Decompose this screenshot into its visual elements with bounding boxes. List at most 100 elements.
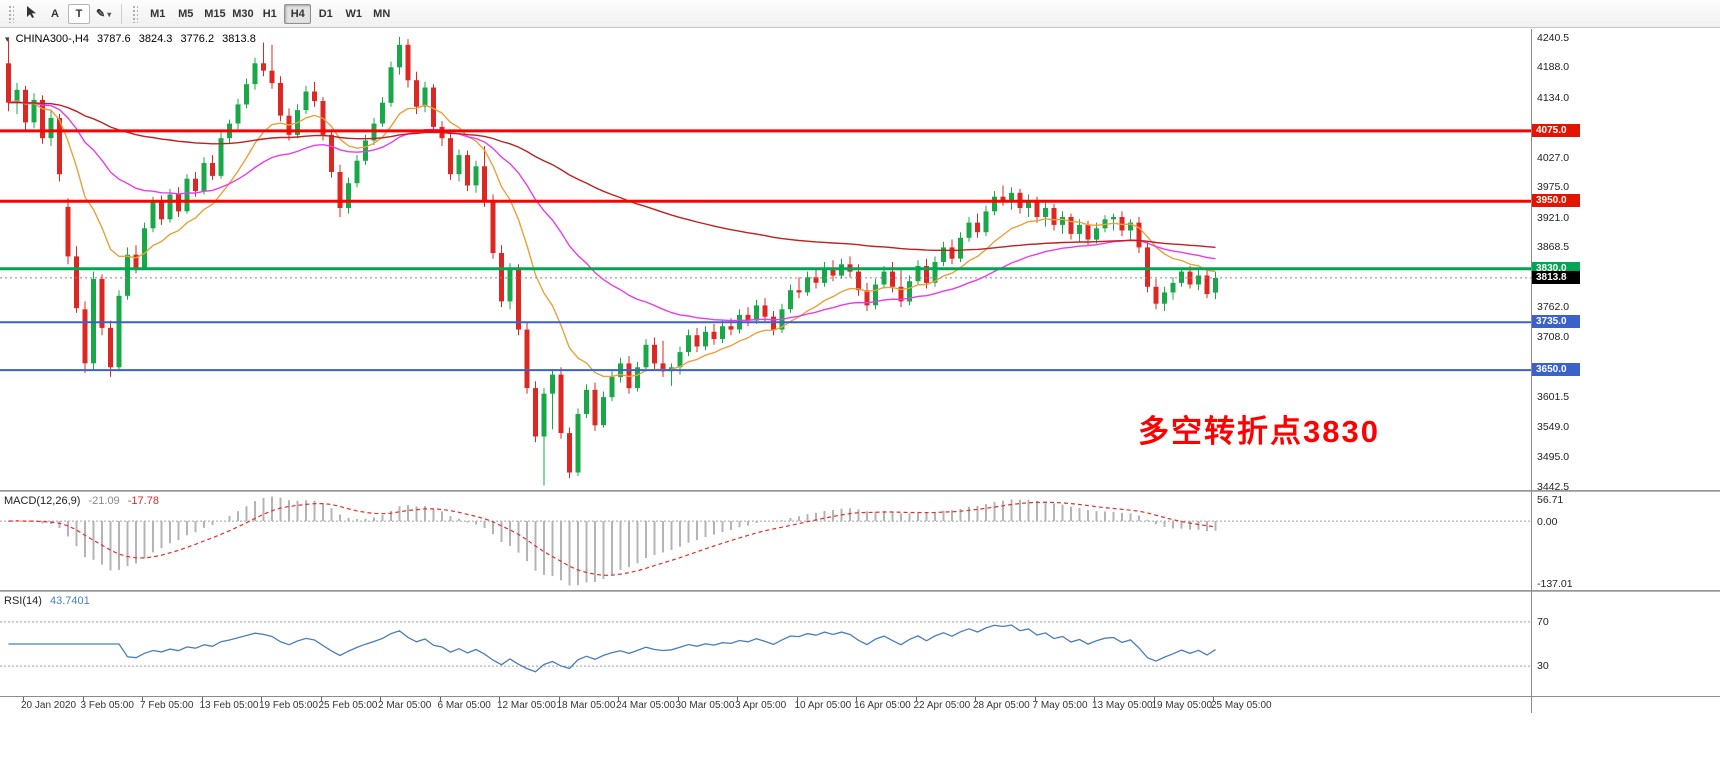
time-axis-tick bbox=[915, 697, 917, 701]
quote-close: 3813.8 bbox=[222, 33, 256, 45]
time-axis-tick bbox=[23, 697, 24, 701]
price-axis-label: 3975.0 bbox=[1537, 181, 1570, 194]
timeframe-mn[interactable]: MN bbox=[368, 4, 395, 24]
text-box-button[interactable]: T bbox=[68, 3, 90, 24]
rsi-label: RSI(14) 43.7401 bbox=[4, 595, 90, 607]
macd-axis-label: 0.00 bbox=[1537, 516, 1558, 529]
rsi-pane[interactable] bbox=[0, 592, 1720, 696]
macd-axis-label: -137.01 bbox=[1537, 578, 1573, 590]
symbol-name: CHINA300-,H4 bbox=[15, 33, 89, 45]
rsi-value: 43.7401 bbox=[49, 595, 90, 607]
time-axis-tick bbox=[1213, 697, 1214, 701]
macd-name: MACD(12,26,9) bbox=[4, 495, 81, 507]
timeframe-m30[interactable]: M30 bbox=[228, 4, 255, 24]
time-axis-label: 7 May 05:00 bbox=[1032, 700, 1088, 711]
macd-value-main: -21.09 bbox=[88, 495, 120, 507]
timeframe-m15[interactable]: M15 bbox=[200, 4, 227, 24]
toolbar-grip-2[interactable] bbox=[132, 4, 139, 23]
toolbar-grip[interactable] bbox=[8, 4, 14, 23]
timeframe-m5[interactable]: M5 bbox=[172, 4, 199, 24]
timeframe-h1[interactable]: H1 bbox=[256, 4, 283, 24]
time-axis-label: 12 Mar 05:00 bbox=[497, 700, 556, 711]
time-axis-label: 10 Apr 05:00 bbox=[794, 700, 852, 711]
timeframe-h4[interactable]: H4 bbox=[284, 3, 312, 24]
price-axis-label: 3549.0 bbox=[1537, 420, 1570, 433]
caret-down-icon: ▾ bbox=[107, 9, 112, 19]
time-axis-label: 13 May 05:00 bbox=[1092, 700, 1153, 711]
time-axis-label: 19 May 05:00 bbox=[1151, 700, 1213, 711]
time-axis-tick bbox=[1034, 697, 1036, 701]
rsi-axis-label: 70 bbox=[1537, 615, 1549, 628]
macd-axis-label: 56.71 bbox=[1537, 494, 1564, 506]
time-axis-tick bbox=[439, 697, 441, 701]
price-axis-label: 4027.0 bbox=[1537, 151, 1570, 164]
time-axis-line bbox=[0, 696, 1720, 697]
price-axis-label: 3762.0 bbox=[1537, 301, 1570, 314]
time-axis-label: 3 Apr 05:00 bbox=[735, 700, 787, 711]
macd-canvas[interactable] bbox=[0, 492, 1720, 590]
time-axis-label: 19 Feb 05:00 bbox=[259, 700, 318, 711]
timeframe-m1[interactable]: M1 bbox=[144, 4, 171, 24]
price-badge: 3813.8 bbox=[1532, 270, 1580, 284]
time-axis-label: 7 Feb 05:00 bbox=[140, 700, 194, 711]
time-axis-tick bbox=[677, 697, 679, 701]
macd-pane[interactable] bbox=[0, 492, 1720, 590]
time-axis-tick bbox=[142, 697, 143, 701]
price-axis-label: 3708.0 bbox=[1537, 331, 1570, 344]
price-axis-label: 3495.0 bbox=[1537, 451, 1570, 464]
time-axis-tick bbox=[975, 697, 976, 701]
pane-splitter[interactable] bbox=[0, 490, 1720, 492]
macd-value-signal: -17.78 bbox=[127, 495, 159, 507]
rsi-name: RSI(14) bbox=[4, 595, 42, 607]
main-chart-pane[interactable] bbox=[0, 29, 1720, 490]
price-axis-line bbox=[1531, 29, 1532, 713]
time-axis-tick bbox=[796, 697, 798, 701]
time-axis-tick bbox=[261, 697, 262, 701]
timeframe-w1[interactable]: W1 bbox=[340, 4, 367, 24]
time-axis-label: 6 Mar 05:00 bbox=[437, 700, 491, 711]
pane-splitter-2[interactable] bbox=[0, 590, 1720, 592]
time-axis-tick bbox=[856, 697, 857, 701]
time-axis-tick bbox=[499, 697, 500, 701]
brush-button[interactable]: ✎ ▾ bbox=[92, 4, 115, 24]
time-axis-tick bbox=[1153, 697, 1155, 701]
symbol-ohlc-line: ▾ CHINA300-,H4 3787.6 3824.3 3776.2 3813… bbox=[5, 33, 261, 45]
time-axis-label: 20 Jan 2020 bbox=[21, 700, 77, 711]
price-badge: 3950.0 bbox=[1532, 194, 1580, 208]
cursor-tool-button[interactable] bbox=[20, 4, 42, 24]
toolbar: A T ✎ ▾ M1 M5 M15 M30 H1 H4 D1 W1 MN bbox=[0, 0, 1720, 28]
price-axis-label: 4188.0 bbox=[1537, 61, 1570, 74]
price-badge: 3650.0 bbox=[1532, 363, 1580, 377]
time-axis-tick bbox=[1094, 697, 1095, 701]
time-axis-label: 30 Mar 05:00 bbox=[675, 700, 735, 711]
time-axis-tick bbox=[201, 697, 203, 701]
timeframe-d1[interactable]: D1 bbox=[312, 4, 339, 24]
price-axis-label: 3868.5 bbox=[1537, 241, 1570, 254]
text-annotation-button[interactable]: A bbox=[44, 4, 66, 24]
price-axis-label: 3442.5 bbox=[1537, 480, 1570, 493]
price-badge: 3735.0 bbox=[1532, 315, 1580, 329]
rsi-canvas[interactable] bbox=[0, 592, 1720, 696]
time-axis-tick bbox=[380, 697, 381, 701]
toolbar-separator bbox=[121, 3, 123, 24]
chart-menu-icon[interactable]: ▾ bbox=[5, 34, 10, 44]
quote-high: 3824.3 bbox=[138, 33, 173, 45]
time-axis-label: 25 Feb 05:00 bbox=[318, 700, 378, 711]
price-axis-label: 4240.5 bbox=[1537, 31, 1570, 44]
main-chart-canvas[interactable] bbox=[0, 29, 1720, 490]
quote-open: 3787.6 bbox=[97, 33, 131, 45]
cursor-icon bbox=[27, 5, 36, 18]
macd-label: MACD(12,26,9) -21.09 -17.78 bbox=[4, 495, 159, 507]
time-axis-label: 2 Mar 05:00 bbox=[378, 700, 432, 711]
price-axis-label: 4134.0 bbox=[1537, 91, 1570, 104]
time-axis-label: 28 Apr 05:00 bbox=[973, 700, 1030, 711]
brush-icon: ✎ bbox=[96, 7, 106, 20]
price-badge: 4075.0 bbox=[1532, 123, 1580, 137]
chart-annotation-text: 多空转折点3830 bbox=[1138, 414, 1380, 449]
time-axis-label: 24 Mar 05:00 bbox=[616, 700, 675, 711]
time-axis-label: 13 Feb 05:00 bbox=[199, 700, 259, 711]
time-axis-label: 22 Apr 05:00 bbox=[913, 700, 971, 711]
quote-low: 3776.2 bbox=[180, 33, 215, 45]
time-axis-label: 16 Apr 05:00 bbox=[854, 700, 911, 711]
